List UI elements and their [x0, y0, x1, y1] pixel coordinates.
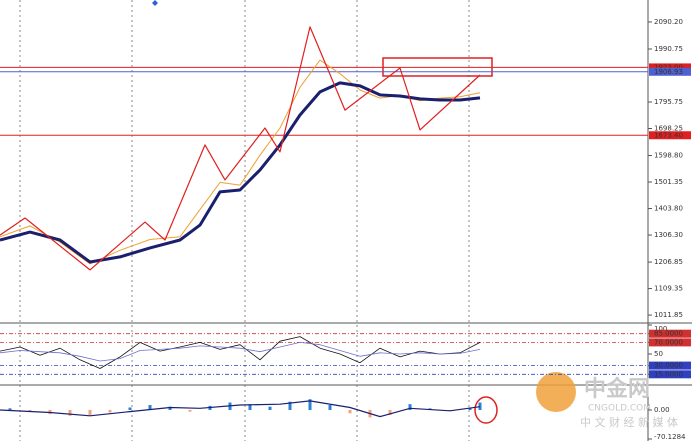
histogram-bar	[408, 404, 412, 410]
histogram-bar	[108, 409, 112, 413]
price-label-box	[649, 131, 691, 140]
y-tick-label: 1403.80	[654, 205, 683, 213]
y-tick-label: 1795.75	[654, 98, 683, 106]
y-tick-label: 100	[654, 325, 667, 333]
histogram-bar	[168, 406, 172, 410]
watermark-brand: 中金网	[584, 376, 650, 402]
y-tick-label: 1306.30	[654, 231, 683, 239]
signal-line	[0, 400, 481, 418]
y-tick-label: -70.1284	[654, 433, 686, 441]
series-line	[0, 342, 481, 362]
marker	[152, 0, 158, 6]
histogram-bar	[288, 401, 292, 410]
y-tick-label: 70.0000	[654, 338, 683, 346]
series-line	[0, 336, 481, 369]
price-label-box	[649, 63, 691, 72]
histogram-bar	[308, 399, 312, 410]
y-tick-label: 1501.35	[654, 178, 683, 186]
histogram-bar	[88, 409, 92, 415]
histogram-bar	[68, 409, 72, 416]
watermark-tagline: 中 文 财 经 新 媒 体	[580, 415, 678, 429]
price-label: 1906.93	[654, 68, 683, 76]
y-tick-label: 1698.25	[654, 125, 683, 133]
y-tick-label: 1598.80	[654, 152, 683, 160]
watermark: 中金网 CNGOLD.COM 中 文 财 经 新 媒 体	[536, 372, 678, 429]
level-label-box	[649, 361, 691, 370]
y-tick-label: 1109.35	[654, 285, 683, 293]
watermark-logo	[536, 372, 576, 412]
y-tick-label: 85.0000	[654, 330, 683, 338]
y-tick-label: 30.0000	[654, 362, 683, 370]
histogram-bar	[388, 409, 392, 415]
watermark-site: CNGOLD.COM	[588, 404, 651, 414]
series-line	[0, 26, 481, 271]
histogram-bar	[128, 407, 132, 410]
histogram-bar	[188, 409, 192, 412]
histogram-bar	[268, 406, 272, 410]
level-label-box	[649, 338, 691, 347]
y-tick-label: 15.0000	[654, 370, 683, 378]
histogram-bar	[478, 402, 482, 410]
time-grid	[19, 0, 470, 441]
y-tick-label: 1011.85	[654, 311, 683, 319]
highlight-circle	[474, 396, 498, 424]
histogram-bar	[328, 405, 332, 410]
y-tick-label: 1206.85	[654, 258, 683, 266]
level-label-box	[649, 370, 691, 379]
histogram-bar	[8, 408, 12, 410]
price-label-box	[649, 67, 691, 76]
histogram-bar	[148, 405, 152, 410]
y-tick-label: 0.00	[654, 406, 670, 414]
y-tick-label: 1990.75	[654, 45, 683, 53]
y-tick-label: 50	[654, 350, 663, 358]
y-tick-label: 2090.20	[654, 18, 683, 26]
histogram-bar	[468, 407, 472, 410]
price-label: 1673.40	[654, 131, 683, 139]
level-label-box	[649, 329, 691, 338]
histogram-bar	[348, 409, 352, 414]
price-label: 1923.00	[654, 63, 683, 71]
histogram-bar	[248, 404, 252, 410]
